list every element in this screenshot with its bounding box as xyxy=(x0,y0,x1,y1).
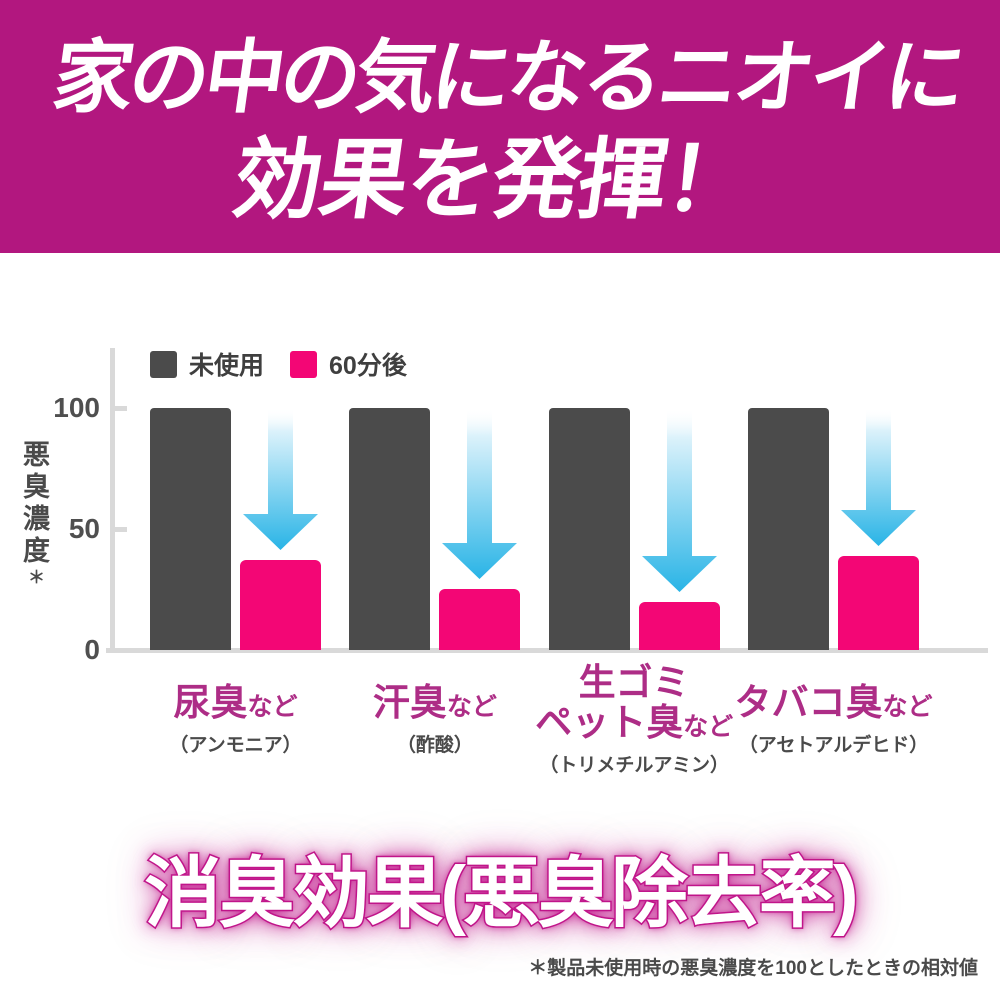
bar-after-column xyxy=(837,408,919,650)
down-arrow-icon xyxy=(840,408,916,546)
chart-legend: 未使用 60分後 xyxy=(150,346,407,382)
x-axis-line xyxy=(106,648,988,653)
bar-after-column xyxy=(638,408,720,650)
bar-group xyxy=(349,408,521,650)
footnote: ＊製品未使用時の悪臭濃度を100としたときの相対値 xyxy=(528,958,978,979)
category-suffix: など xyxy=(683,713,734,741)
legend-label: 60分後 xyxy=(329,352,407,380)
bar-after-60min xyxy=(240,560,321,650)
category-main: タバコ臭など xyxy=(734,682,933,724)
down-arrow-icon xyxy=(641,408,717,592)
category-subtext: （酢酸） xyxy=(396,734,473,756)
category-subtext: （トリメチルアミン） xyxy=(539,754,729,776)
category-subtext: （アセトアルデヒド） xyxy=(738,734,929,756)
bar-unused xyxy=(349,408,431,650)
y-tick-label: 50 xyxy=(68,513,100,544)
y-axis-title-text: 悪臭濃度 xyxy=(19,440,49,568)
bar-group xyxy=(548,408,720,650)
legend-swatch xyxy=(150,350,177,378)
category-suffix: など xyxy=(446,693,497,722)
legend-swatch xyxy=(290,350,318,378)
y-tick-mark xyxy=(112,406,127,411)
category-label: 汗臭など （酢酸） xyxy=(349,656,520,784)
chart-title: 消臭効果(悪臭除去率) xyxy=(143,850,860,939)
bar-after-column xyxy=(240,408,321,650)
bar-group xyxy=(747,408,919,650)
y-axis-line xyxy=(110,348,115,652)
header-banner: 家の中の気になるニオイに 効果を発揮！ xyxy=(0,0,1000,253)
legend-item: 未使用 xyxy=(150,346,264,382)
category-label: 尿臭など （アンモニア） xyxy=(150,656,321,784)
legend-label: 未使用 xyxy=(189,352,265,380)
y-tick-mark xyxy=(112,527,127,532)
category-main: ペット臭など xyxy=(535,702,734,743)
down-arrow-icon xyxy=(442,408,518,579)
bar-after-column xyxy=(439,408,521,650)
y-axis-title: 悪臭濃度＊ xyxy=(19,440,49,585)
category-main: 汗臭など xyxy=(372,682,497,724)
category-suffix: など xyxy=(247,693,298,722)
y-tick-label: 0 xyxy=(84,634,100,665)
bar-unused xyxy=(747,408,829,650)
category-labels: 尿臭など （アンモニア） 汗臭など （酢酸） 生ゴミ ペット臭など （トリメチルアミン） タバ… xyxy=(150,656,932,784)
category-label: タバコ臭など （アセトアルデヒド） xyxy=(734,656,932,784)
category-subtext: （アンモニア） xyxy=(169,734,302,756)
category-label: 生ゴミ ペット臭など （トリメチルアミン） xyxy=(535,656,733,784)
bar-unused xyxy=(150,408,231,650)
bar-group xyxy=(150,408,321,650)
y-axis-title-asterisk: ＊ xyxy=(25,568,44,585)
plot-area xyxy=(150,408,919,650)
legend-item: 60分後 xyxy=(290,346,407,382)
bar-after-60min xyxy=(837,556,919,650)
y-tick-label: 100 xyxy=(53,392,100,423)
category-line1: 生ゴミ xyxy=(578,662,690,704)
down-arrow-icon xyxy=(243,408,318,550)
category-main: 尿臭など xyxy=(173,682,298,724)
category-suffix: など xyxy=(882,693,933,722)
bar-after-60min xyxy=(638,602,720,650)
bar-unused xyxy=(548,408,630,650)
bar-after-60min xyxy=(439,589,521,650)
